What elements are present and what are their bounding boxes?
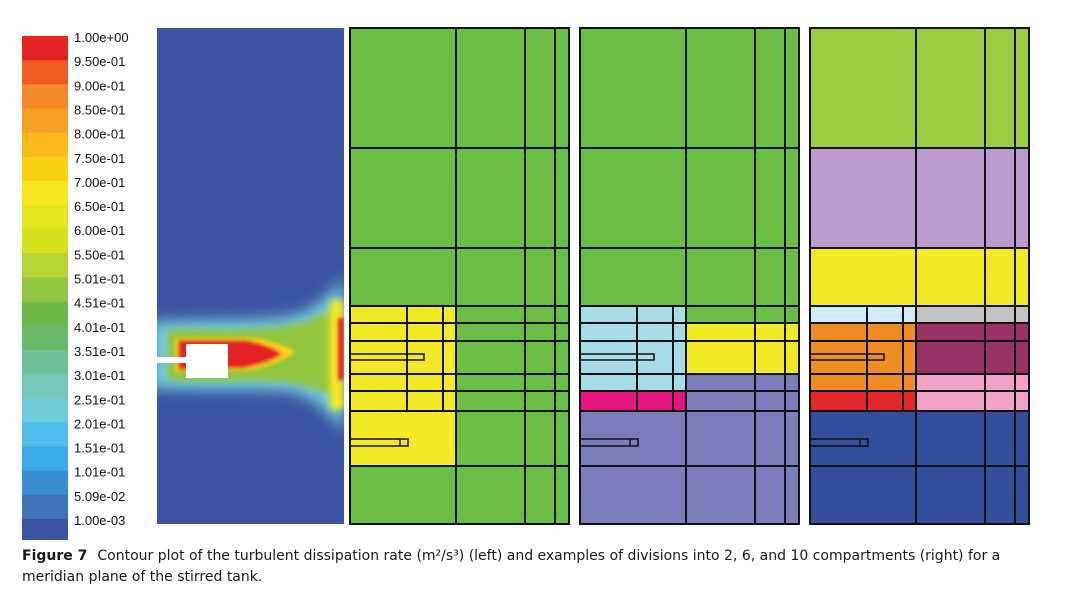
- compartment-region: [686, 323, 799, 374]
- figure: 1.00e+00 9.50e-01 9.00e-01 8.50e-01 8.00e-01…: [22, 27, 1030, 540]
- legend-swatch: [22, 156, 68, 182]
- legend-swatch: [22, 36, 68, 61]
- compartments-10-panel: [809, 27, 1030, 525]
- legend-swatch: [22, 398, 68, 423]
- legend-swatch: [22, 519, 68, 540]
- compartment-region: [580, 411, 686, 524]
- compartment-region: [916, 374, 1029, 411]
- legend-label: 3.01e-01: [74, 368, 125, 383]
- legend-label: 8.00e-01: [74, 127, 125, 142]
- legend-swatch: [22, 132, 68, 158]
- compartment-region: [810, 148, 1029, 248]
- legend-label: 1.51e-01: [74, 441, 125, 456]
- compartment-region: [810, 28, 1029, 148]
- legend-label: 4.01e-01: [74, 320, 125, 335]
- legend-label: 1.01e-01: [74, 465, 125, 480]
- legend-label: 7.00e-01: [74, 175, 125, 190]
- legend-label: 5.09e-02: [74, 489, 125, 504]
- legend-label: 2.01e-01: [74, 416, 125, 431]
- grid-lines: [809, 27, 1030, 525]
- legend-swatch: [22, 229, 68, 254]
- compartment-region: [810, 306, 916, 323]
- impeller-outline: [579, 353, 655, 447]
- legend-label: 9.00e-01: [74, 78, 125, 93]
- figure-label: Figure 7: [22, 548, 88, 564]
- legend-swatch: [22, 349, 68, 375]
- contour-plot-panel: [145, 28, 344, 524]
- legend-swatch: [22, 325, 68, 351]
- legend-swatch: [22, 180, 68, 206]
- wall-hot-band: [338, 318, 344, 380]
- legend-swatch: [22, 301, 68, 327]
- compartment-region: [810, 391, 916, 411]
- grid-lines: [349, 27, 570, 525]
- grid-lines: [579, 27, 800, 525]
- legend-label: 9.50e-01: [74, 54, 125, 69]
- legend-label: 3.51e-01: [74, 344, 125, 359]
- legend-label: 7.50e-01: [74, 151, 125, 166]
- legend-swatch: [22, 470, 68, 496]
- color-legend: 1.00e+00 9.50e-01 9.00e-01 8.50e-01 8.00e-01…: [22, 30, 129, 540]
- compartment-region: [810, 323, 916, 391]
- impeller-blade: [186, 344, 228, 378]
- impeller-shaft: [145, 357, 187, 363]
- impeller-outline: [809, 353, 885, 447]
- legend-swatch: [22, 205, 68, 230]
- compartment-region: [350, 306, 456, 466]
- compartments-2-panel: [349, 27, 570, 525]
- legend-swatch: [22, 446, 68, 472]
- legend-swatch: [22, 374, 68, 399]
- legend-label: 6.00e-01: [74, 223, 125, 238]
- impeller-outline: [349, 353, 425, 447]
- compartment-region: [810, 248, 1029, 306]
- legend-swatch: [22, 277, 68, 303]
- legend-swatch: [22, 253, 68, 278]
- legend-swatch: [22, 494, 68, 520]
- figure-caption: Figure 7 Contour plot of the turbulent di…: [22, 546, 1052, 588]
- compartments-6-panel: [579, 27, 800, 525]
- contour-background: [157, 28, 344, 524]
- compartment-region: [686, 374, 799, 524]
- legend-label: 6.50e-01: [74, 199, 125, 214]
- legend-label: 4.51e-01: [74, 296, 125, 311]
- legend-swatch: [22, 108, 68, 134]
- compartment-region: [810, 411, 1029, 524]
- compartment-region: [916, 306, 1029, 323]
- legend-label: 2.51e-01: [74, 392, 125, 407]
- caption-text: Contour plot of the turbulent dissipatio…: [22, 548, 1001, 585]
- compartment-region: [916, 323, 1029, 374]
- legend-swatch: [22, 60, 68, 85]
- legend-label: 8.50e-01: [74, 102, 125, 117]
- compartment-region: [580, 391, 686, 411]
- legend-label: 1.00e-03: [74, 513, 125, 528]
- legend-label: 5.01e-01: [74, 272, 125, 287]
- legend-swatch: [22, 422, 68, 448]
- compartment-region: [580, 306, 686, 391]
- legend-label: 1.00e+00: [74, 30, 129, 45]
- legend-label: 5.50e-01: [74, 247, 125, 262]
- legend-swatch: [22, 84, 68, 109]
